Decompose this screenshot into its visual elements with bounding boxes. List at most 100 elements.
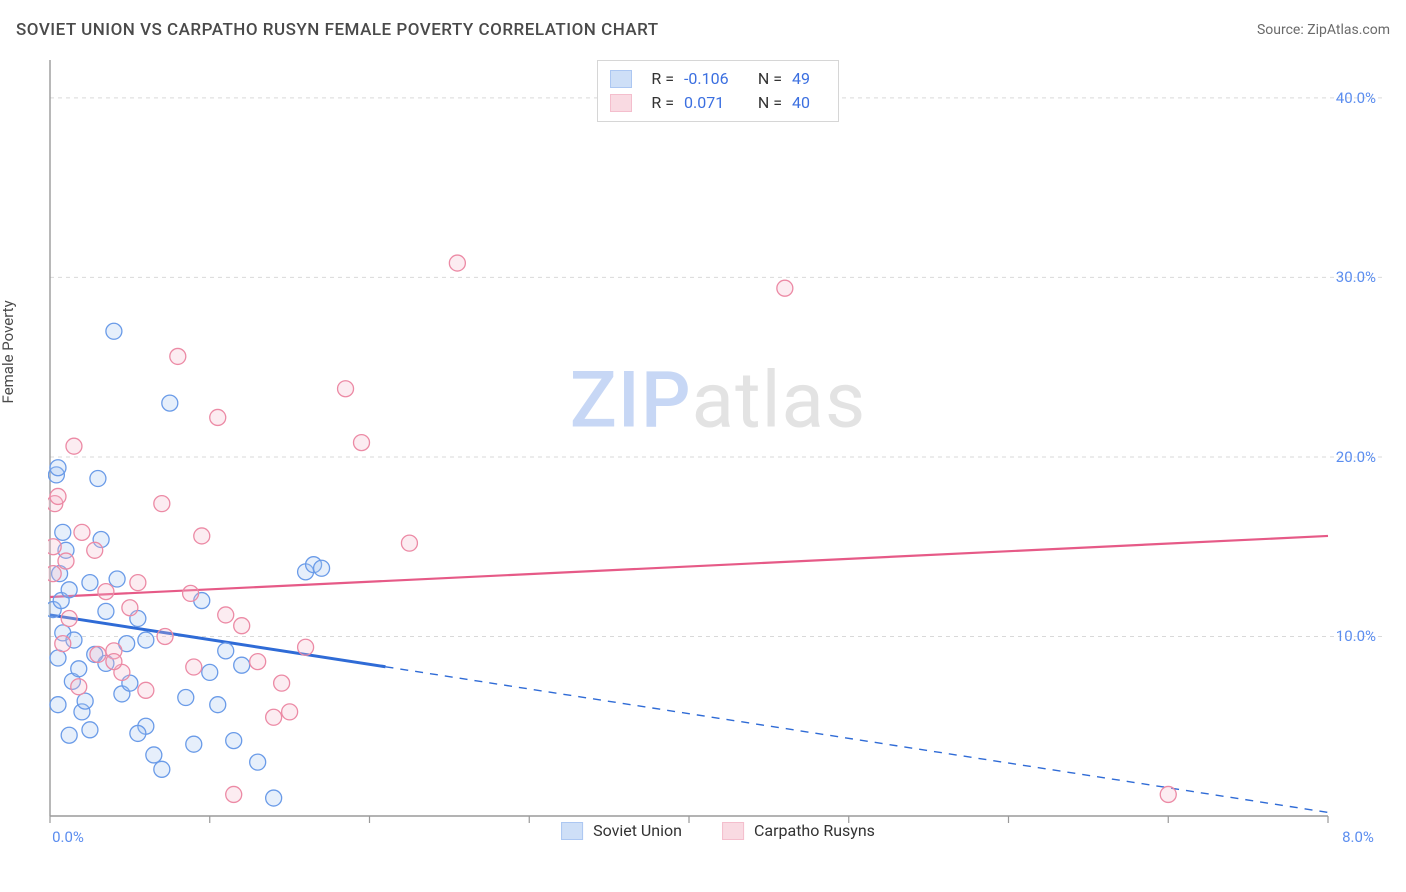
data-point xyxy=(170,348,186,364)
data-point xyxy=(138,682,154,698)
data-point xyxy=(58,553,74,569)
data-point xyxy=(210,697,226,713)
data-point xyxy=(77,693,93,709)
data-point xyxy=(98,584,114,600)
r-value: -0.106 xyxy=(684,67,740,91)
data-point xyxy=(401,535,417,551)
data-point xyxy=(61,611,77,627)
legend-swatch xyxy=(722,822,744,840)
scatter-plot xyxy=(48,58,1388,838)
data-point xyxy=(777,280,793,296)
n-value: 40 xyxy=(792,91,820,115)
data-point xyxy=(218,607,234,623)
data-point xyxy=(1160,786,1176,802)
data-point xyxy=(61,727,77,743)
chart-area: ZIPatlas R =-0.106N =49R =0.071N =40 Sov… xyxy=(48,58,1388,838)
legend-label: Carpatho Rusyns xyxy=(754,821,875,840)
data-point xyxy=(55,636,71,652)
n-label: N = xyxy=(750,91,782,115)
x-tick-label: 0.0% xyxy=(52,828,84,846)
legend-swatch xyxy=(561,822,583,840)
data-point xyxy=(55,524,71,540)
stats-box: R = -0.106 N = 49 R = 0.071 N = 40 xyxy=(597,60,839,122)
data-point xyxy=(71,679,87,695)
data-point xyxy=(250,654,266,670)
data-point xyxy=(106,323,122,339)
r-label: R = xyxy=(642,67,674,91)
stats-row: R = 0.071 N = 40 xyxy=(610,91,820,115)
data-point xyxy=(50,488,66,504)
data-point xyxy=(50,460,66,476)
data-point xyxy=(250,754,266,770)
data-point xyxy=(449,255,465,271)
data-point xyxy=(130,575,146,591)
data-point xyxy=(202,664,218,680)
data-point xyxy=(194,528,210,544)
y-tick-label: 10.0% xyxy=(1336,627,1376,645)
legend-label: Soviet Union xyxy=(593,821,682,840)
data-point xyxy=(234,657,250,673)
source-label: Source: xyxy=(1257,22,1307,38)
stats-row: R = -0.106 N = 49 xyxy=(610,67,820,91)
y-axis-label: Female Poverty xyxy=(0,300,17,403)
data-point xyxy=(48,566,61,582)
source-name: ZipAtlas.com xyxy=(1307,22,1390,38)
data-point xyxy=(266,709,282,725)
data-point xyxy=(186,736,202,752)
y-tick-label: 20.0% xyxy=(1336,448,1376,466)
r-label: R = xyxy=(642,91,674,115)
data-point xyxy=(282,704,298,720)
data-point xyxy=(90,470,106,486)
data-point xyxy=(178,690,194,706)
title-bar: SOVIET UNION VS CARPATHO RUSYN FEMALE PO… xyxy=(16,20,1390,40)
data-point xyxy=(266,790,282,806)
n-value: 49 xyxy=(792,67,820,91)
data-point xyxy=(183,585,199,601)
n-label: N = xyxy=(750,67,782,91)
data-point xyxy=(98,603,114,619)
data-point xyxy=(226,733,242,749)
data-point xyxy=(50,697,66,713)
data-point xyxy=(234,618,250,634)
data-point xyxy=(74,524,90,540)
data-point xyxy=(71,661,87,677)
data-point xyxy=(61,582,77,598)
data-point xyxy=(130,725,146,741)
data-point xyxy=(146,747,162,763)
legend: Soviet Union Carpatho Rusyns xyxy=(561,821,875,840)
legend-swatch xyxy=(610,70,632,88)
legend-item: Carpatho Rusyns xyxy=(722,821,875,840)
data-point xyxy=(162,395,178,411)
data-point xyxy=(82,722,98,738)
data-point xyxy=(354,435,370,451)
r-value: 0.071 xyxy=(684,91,740,115)
data-point xyxy=(218,643,234,659)
y-tick-label: 30.0% xyxy=(1336,268,1376,286)
data-point xyxy=(66,438,82,454)
data-point xyxy=(87,542,103,558)
data-point xyxy=(154,761,170,777)
data-point xyxy=(50,650,66,666)
legend-item: Soviet Union xyxy=(561,821,682,840)
legend-swatch xyxy=(610,94,632,112)
data-point xyxy=(274,675,290,691)
y-tick-label: 40.0% xyxy=(1336,89,1376,107)
data-point xyxy=(226,786,242,802)
chart-title: SOVIET UNION VS CARPATHO RUSYN FEMALE PO… xyxy=(16,20,659,40)
data-point xyxy=(90,646,106,662)
x-tick-label: 8.0% xyxy=(1342,828,1374,846)
data-point xyxy=(298,639,314,655)
data-point xyxy=(210,409,226,425)
data-point xyxy=(106,654,122,670)
source-attribution: Source: ZipAtlas.com xyxy=(1257,22,1390,38)
data-point xyxy=(338,381,354,397)
data-point xyxy=(48,539,61,555)
data-point xyxy=(314,560,330,576)
data-point xyxy=(109,571,125,587)
data-point xyxy=(82,575,98,591)
data-point xyxy=(154,496,170,512)
data-point xyxy=(138,632,154,648)
data-point xyxy=(186,659,202,675)
data-point xyxy=(122,600,138,616)
data-point xyxy=(157,628,173,644)
